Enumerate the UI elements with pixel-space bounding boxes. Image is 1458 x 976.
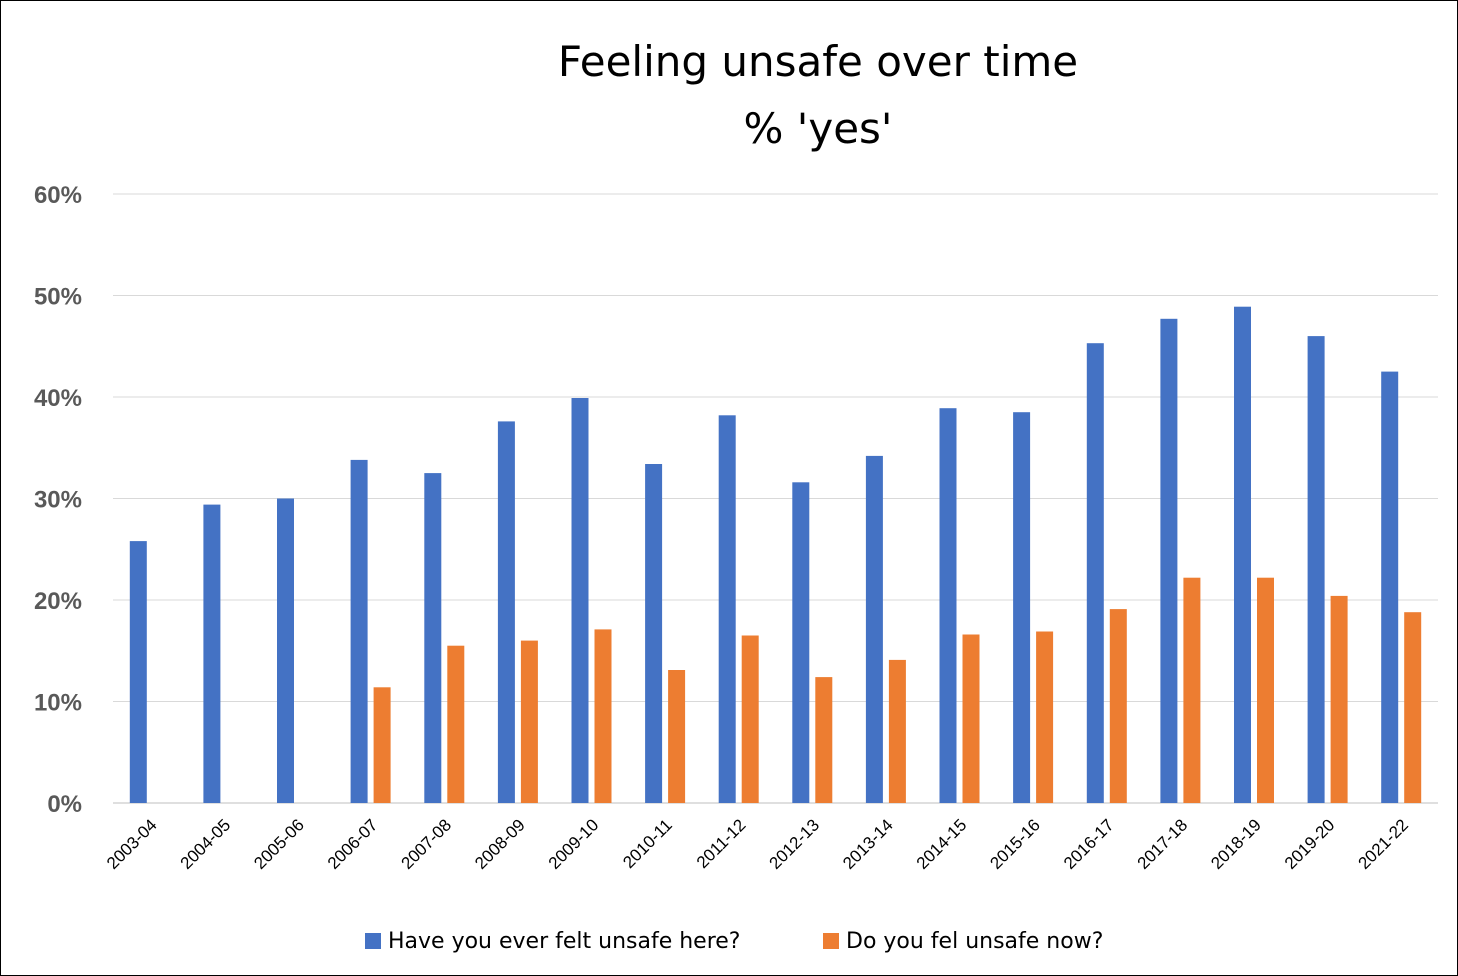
- bar-series-1-2004-05: [203, 504, 221, 803]
- x-tick-label: 2004-05: [177, 815, 235, 873]
- y-tick-label: 20%: [34, 588, 82, 615]
- bar-series-2-2012-13: [815, 677, 833, 803]
- x-axis-tick-labels: 2003-04 2004-05 2005-06 2006-07 2007-08 2008-…: [103, 815, 1412, 873]
- bar-series-1-2003-04: [129, 541, 147, 803]
- bar-series-1-2010-11: [645, 464, 663, 803]
- legend-swatch-series-1: [365, 933, 381, 949]
- bar-series-1-2017-18: [1160, 318, 1178, 803]
- bar-series-2-2009-10: [594, 629, 612, 803]
- bar-series-1-2012-13: [792, 482, 810, 803]
- bars: [129, 306, 1422, 803]
- bar-series-2-2021-22: [1404, 612, 1422, 803]
- legend-label-series-1: Have you ever felt unsafe here?: [388, 929, 740, 954]
- gridlines: [113, 193, 1438, 804]
- y-axis-tick-labels: 0% 10% 20% 30% 40% 50% 60%: [34, 182, 82, 818]
- bar-series-2-2015-16: [1036, 631, 1054, 803]
- bar-series-2-2008-09: [520, 640, 538, 803]
- bar-series-1-2006-07: [350, 459, 368, 803]
- bar-series-1-2021-22: [1381, 371, 1399, 803]
- legend-label-series-2: Do you fel unsafe now?: [846, 929, 1103, 954]
- x-tick-label: 2012-13: [766, 815, 824, 873]
- legend-swatch-series-2: [823, 933, 839, 949]
- bar-series-1-2016-17: [1086, 343, 1104, 803]
- x-tick-label: 2013-14: [839, 815, 897, 873]
- bar-series-2-2019-20: [1330, 595, 1348, 803]
- chart-title: Feeling unsafe over time % 'yes': [558, 37, 1078, 153]
- x-tick-label: 2021-22: [1354, 815, 1412, 873]
- x-tick-label: 2011-12: [693, 815, 750, 872]
- bar-series-2-2010-11: [668, 670, 686, 803]
- bar-series-2-2018-19: [1257, 577, 1274, 803]
- y-tick-label: 60%: [34, 182, 82, 209]
- bar-series-1-2018-19: [1234, 306, 1251, 803]
- y-tick-label: 0%: [47, 791, 82, 818]
- x-tick-label: 2010-11: [619, 815, 676, 872]
- y-tick-label: 50%: [34, 284, 82, 311]
- x-tick-label: 2008-09: [471, 815, 529, 873]
- bar-series-1-2007-08: [424, 473, 442, 803]
- bar-series-1-2014-15: [939, 408, 957, 803]
- x-tick-label: 2019-20: [1281, 815, 1339, 873]
- y-tick-label: 40%: [34, 385, 82, 412]
- bar-series-2-2016-17: [1109, 609, 1127, 803]
- bar-series-1-2005-06: [277, 498, 294, 803]
- bar-series-1-2019-20: [1307, 336, 1325, 803]
- x-tick-label: 2006-07: [324, 815, 382, 873]
- x-tick-label: 2017-18: [1134, 815, 1192, 873]
- x-tick-label: 2018-19: [1207, 815, 1265, 873]
- x-tick-label: 2003-04: [103, 815, 161, 873]
- bar-series-1-2008-09: [497, 421, 515, 803]
- bar-series-1-2013-14: [865, 455, 883, 803]
- y-tick-label: 10%: [34, 690, 82, 717]
- x-tick-label: 2007-08: [398, 815, 456, 873]
- bar-series-1-2011-12: [718, 415, 736, 803]
- x-tick-label: 2005-06: [250, 815, 308, 873]
- bar-series-2-2014-15: [962, 634, 980, 803]
- x-tick-label: 2014-15: [913, 815, 971, 873]
- bar-series-2-2011-12: [741, 635, 759, 803]
- chart-title-line-1: Feeling unsafe over time: [558, 37, 1078, 86]
- bar-series-2-2017-18: [1183, 577, 1201, 803]
- x-tick-label: 2015-16: [986, 815, 1044, 873]
- bar-series-1-2015-16: [1013, 412, 1031, 803]
- bar-series-2-2007-08: [447, 645, 465, 803]
- bar-series-1-2009-10: [571, 398, 589, 803]
- x-tick-label: 2016-17: [1060, 815, 1118, 873]
- legend: Have you ever felt unsafe here? Do you f…: [365, 929, 1103, 954]
- bar-series-2-2013-14: [888, 659, 906, 803]
- chart-title-line-2: % 'yes': [744, 104, 893, 153]
- y-tick-label: 30%: [34, 487, 82, 514]
- bar-series-2-2006-07: [373, 687, 391, 803]
- x-tick-label: 2009-10: [545, 815, 603, 873]
